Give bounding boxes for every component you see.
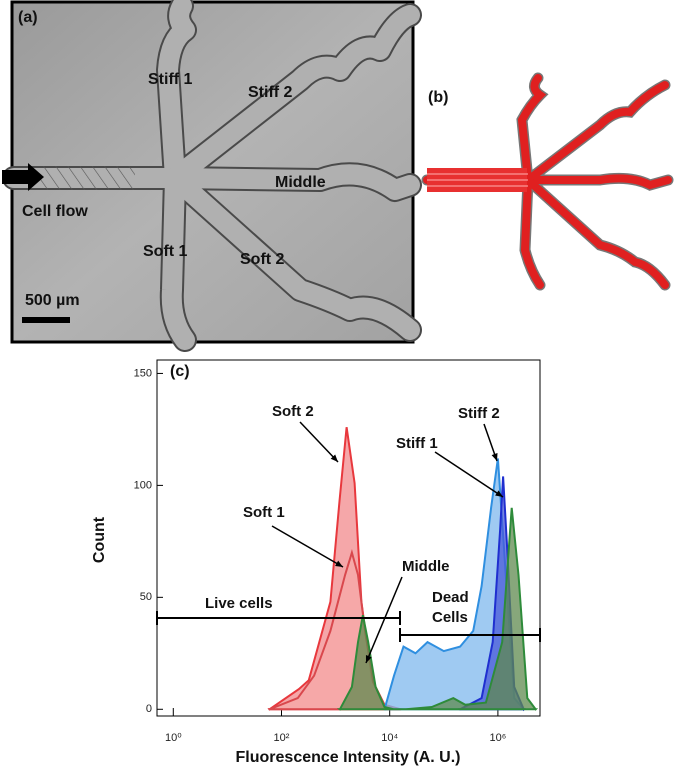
y-axis-title: Count	[91, 516, 108, 563]
panel-label: (a)	[18, 9, 38, 26]
annotation: Live cells	[205, 595, 273, 612]
x-tick-label: 10²	[274, 732, 290, 744]
arrow-head	[330, 454, 338, 462]
sim-streamlines	[423, 74, 672, 289]
annotation-arrow	[434, 451, 504, 498]
channel-label: Soft 2	[240, 251, 285, 268]
annotation-arrow	[271, 525, 344, 568]
panel-a: (a) Stiff 1 Stiff 2 Middle Cell flow Sof…	[2, 0, 422, 352]
arrow-head	[365, 655, 372, 663]
channel-label: Soft 1	[143, 243, 188, 260]
annotation: Dead Cells	[432, 589, 469, 626]
channel-label: Middle	[275, 174, 326, 191]
channel-label: Stiff 1	[148, 71, 193, 88]
annotation: Soft 1	[243, 504, 285, 521]
annotation-arrow	[299, 421, 339, 463]
y-tick-label: 50	[140, 591, 152, 603]
channels	[4, 0, 420, 350]
annotation: Stiff 2	[458, 405, 500, 422]
arrow-head	[495, 490, 503, 497]
x-tick-label: 10⁴	[381, 732, 398, 744]
annotation: Soft 2	[272, 403, 314, 420]
panel-c: (c) Fluorescence Intensity (A. U.) Count…	[91, 359, 541, 766]
sim-lines	[427, 173, 528, 187]
y-tick-label: 100	[134, 479, 152, 491]
channel-label: Stiff 2	[248, 84, 293, 101]
panel-label: (b)	[428, 89, 448, 106]
y-tick-label: 150	[134, 367, 152, 379]
panel-b: (b)	[421, 72, 674, 291]
flow-arrow	[2, 163, 44, 191]
histogram-area	[336, 507, 539, 711]
x-axis-title: Fluorescence Intensity (A. U.)	[236, 749, 461, 766]
panel-label: (c)	[170, 363, 190, 380]
y-tick-label: 0	[146, 703, 152, 715]
x-tick-label: 10⁰	[165, 732, 182, 744]
arrow-head	[335, 560, 343, 567]
inlet-hatch	[40, 166, 135, 190]
arrow-head	[491, 453, 498, 461]
annotation: Stiff 1	[396, 435, 438, 452]
annotation: Middle	[402, 558, 450, 575]
channel-label: Cell flow	[22, 203, 88, 220]
x-tick-label: 10⁶	[490, 732, 507, 744]
scale-label: 500 µm	[25, 292, 80, 309]
annotation-arrow	[365, 576, 403, 664]
